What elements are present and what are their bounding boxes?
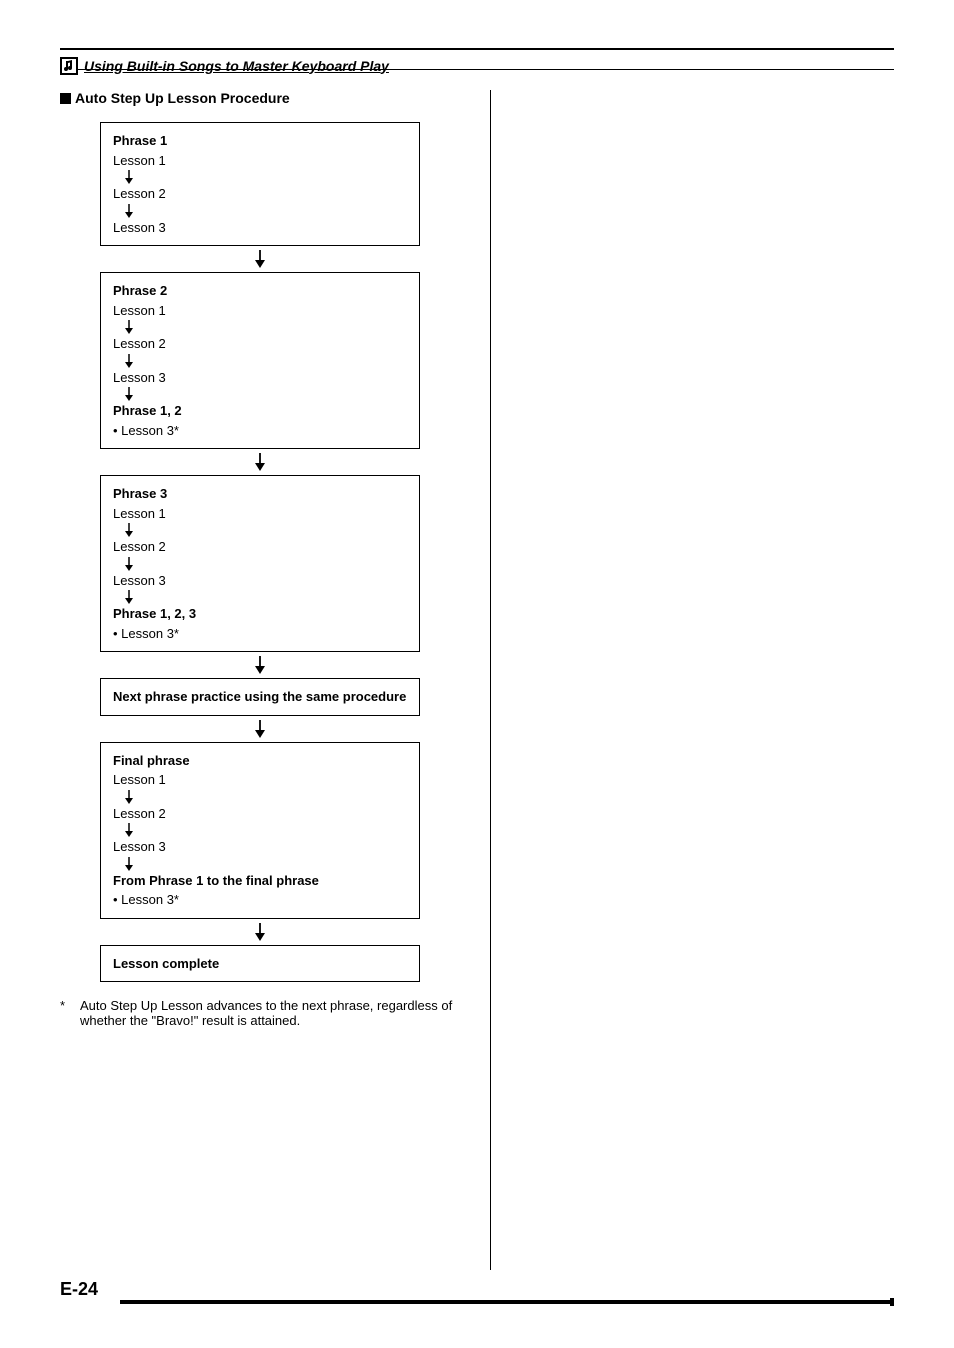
down-arrow-icon [100, 716, 420, 742]
procedure-box: Phrase 1Lesson 1 Lesson 2 Lesson 3 [100, 122, 420, 246]
box-line: Lesson 3 [113, 571, 407, 591]
procedure-box: Lesson complete [100, 945, 420, 983]
down-arrow-icon [125, 170, 407, 184]
down-arrow-icon [125, 857, 407, 871]
header-title: Using Built-in Songs to Master Keyboard … [84, 58, 389, 74]
box-line: Lesson 2 [113, 334, 407, 354]
box-line: Phrase 1, 2 [113, 401, 407, 421]
down-arrow-icon [100, 449, 420, 475]
down-arrow-icon [100, 919, 420, 945]
down-arrow-icon [125, 523, 407, 537]
footnote: * Auto Step Up Lesson advances to the ne… [60, 998, 466, 1028]
procedure-flow: Phrase 1Lesson 1Lesson 2Lesson 3Phrase 2… [60, 122, 466, 982]
procedure-box: Phrase 3Lesson 1 Lesson 2 Lesson 3 Phrase 1… [100, 475, 420, 652]
down-arrow-icon [125, 320, 407, 334]
square-bullet-icon [60, 93, 71, 104]
box-line: Phrase 3 [113, 484, 407, 504]
footer-rule [120, 1300, 894, 1304]
box-line: Lesson 1 [113, 504, 407, 524]
box-line: • Lesson 3* [113, 624, 407, 644]
box-line: • Lesson 3* [113, 890, 407, 910]
box-line: Lesson 3 [113, 218, 407, 238]
box-line: Next phrase practice using the same proc… [113, 687, 407, 707]
down-arrow-icon [125, 590, 407, 604]
down-arrow-icon [125, 790, 407, 804]
procedure-box: Next phrase practice using the same proc… [100, 678, 420, 716]
procedure-box: Final phraseLesson 1 Lesson 2 Lesson 3 From… [100, 742, 420, 919]
box-line: • Lesson 3* [113, 421, 407, 441]
down-arrow-icon [125, 387, 407, 401]
box-line: Final phrase [113, 751, 407, 771]
page-number: E-24 [60, 1279, 98, 1300]
box-line: Lesson 2 [113, 184, 407, 204]
box-line: Lesson 2 [113, 804, 407, 824]
header-bar: Using Built-in Songs to Master Keyboard … [60, 48, 894, 70]
box-line: Lesson 1 [113, 301, 407, 321]
footnote-marker: * [60, 998, 80, 1028]
column-divider [490, 90, 491, 1270]
procedure-box: Phrase 2Lesson 1 Lesson 2 Lesson 3 Phrase 1… [100, 272, 420, 449]
box-line: Lesson 1 [113, 770, 407, 790]
page: Using Built-in Songs to Master Keyboard … [0, 0, 954, 1348]
down-arrow-icon [125, 354, 407, 368]
down-arrow-icon [100, 246, 420, 272]
left-column: Auto Step Up Lesson Procedure Phrase 1Le… [60, 90, 490, 1270]
content-columns: Auto Step Up Lesson Procedure Phrase 1Le… [60, 90, 894, 1270]
down-arrow-icon [100, 652, 420, 678]
section-title-text: Auto Step Up Lesson Procedure [75, 90, 290, 106]
box-line: Phrase 2 [113, 281, 407, 301]
down-arrow-icon [125, 823, 407, 837]
box-line: Lesson complete [113, 954, 407, 974]
box-line: Phrase 1 [113, 131, 407, 151]
down-arrow-icon [125, 557, 407, 571]
box-line: Phrase 1, 2, 3 [113, 604, 407, 624]
box-line: Lesson 2 [113, 537, 407, 557]
footnote-text: Auto Step Up Lesson advances to the next… [80, 998, 466, 1028]
box-line: Lesson 3 [113, 368, 407, 388]
box-line: Lesson 1 [113, 151, 407, 171]
music-note-icon [60, 57, 78, 75]
section-title: Auto Step Up Lesson Procedure [60, 90, 466, 106]
down-arrow-icon [125, 204, 407, 218]
box-line: From Phrase 1 to the final phrase [113, 871, 407, 891]
box-line: Lesson 3 [113, 837, 407, 857]
